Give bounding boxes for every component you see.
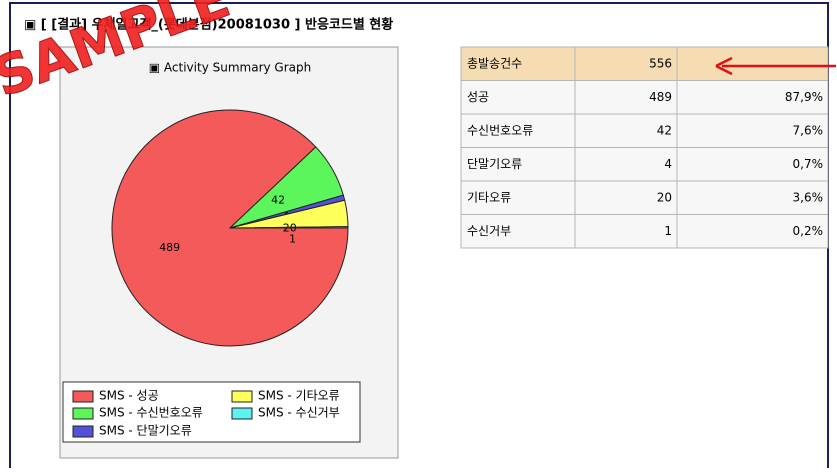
table-text: 성공 (467, 90, 489, 104)
chart-title: ▣ Activity Summary Graph (149, 61, 311, 75)
table-text: 0,2% (793, 224, 824, 238)
table-text: 3,6% (793, 190, 824, 204)
legend-swatch (72, 407, 94, 420)
legend-label: SMS - 기타오류 (258, 389, 340, 403)
table-text: 기타오류 (467, 190, 511, 204)
legend-label: SMS - 단말기오류 (99, 424, 192, 438)
page-title: ▣ [ [결과] 우체일고객_(롯데본점)20081030 ] 반응코드별 현황 (24, 17, 393, 33)
legend (62, 381, 361, 443)
table-cell (460, 214, 576, 249)
slice-label: 42 (271, 193, 285, 206)
table-text: 1 (664, 224, 672, 238)
table-cell (676, 214, 829, 249)
legend-label: SMS - 수신거부 (258, 406, 340, 420)
table-cell (460, 80, 576, 115)
table-cell (574, 214, 678, 249)
pie: 489424201 (111, 109, 349, 347)
table-text: 총발송건수 (467, 56, 522, 70)
table-cell (676, 147, 829, 182)
table-text: 489 (649, 90, 672, 104)
legend-swatch (231, 390, 253, 403)
table-text: 수신번호오류 (467, 123, 533, 137)
table-text: 0,7% (793, 157, 824, 171)
legend-swatch (72, 425, 94, 438)
arrow-head (715, 56, 733, 76)
table-text: 20 (657, 190, 672, 204)
table-cell (574, 180, 678, 215)
table-text: 7,6% (793, 123, 824, 137)
table-cell (460, 147, 576, 182)
pie-slice (229, 226, 349, 229)
legend-swatch (72, 390, 94, 403)
slice-label: 1 (289, 233, 296, 246)
table-text: 87,9% (785, 90, 823, 104)
table-cell (676, 46, 829, 81)
table-cell (676, 180, 829, 215)
table-cell (460, 180, 576, 215)
table-cell (574, 80, 678, 115)
slice-label: 489 (159, 241, 180, 254)
table-cell (676, 80, 829, 115)
table-text: 수신거부 (467, 224, 511, 238)
legend-label: SMS - 성공 (99, 389, 159, 403)
table-cell (574, 147, 678, 182)
legend-label: SMS - 수신번호오류 (99, 406, 203, 420)
table-text: 4 (664, 157, 672, 171)
legend-swatch (231, 407, 253, 420)
table-cell (574, 113, 678, 148)
table-cell (676, 113, 829, 148)
table-text: 단말기오류 (467, 157, 522, 171)
table-text: 556 (649, 56, 672, 70)
table-text: 42 (657, 123, 672, 137)
table: 총발송건수 556 성공 489 87,9% 수신번호오류 42 7,6% 단말기오류 4 0,7%… (460, 46, 829, 249)
